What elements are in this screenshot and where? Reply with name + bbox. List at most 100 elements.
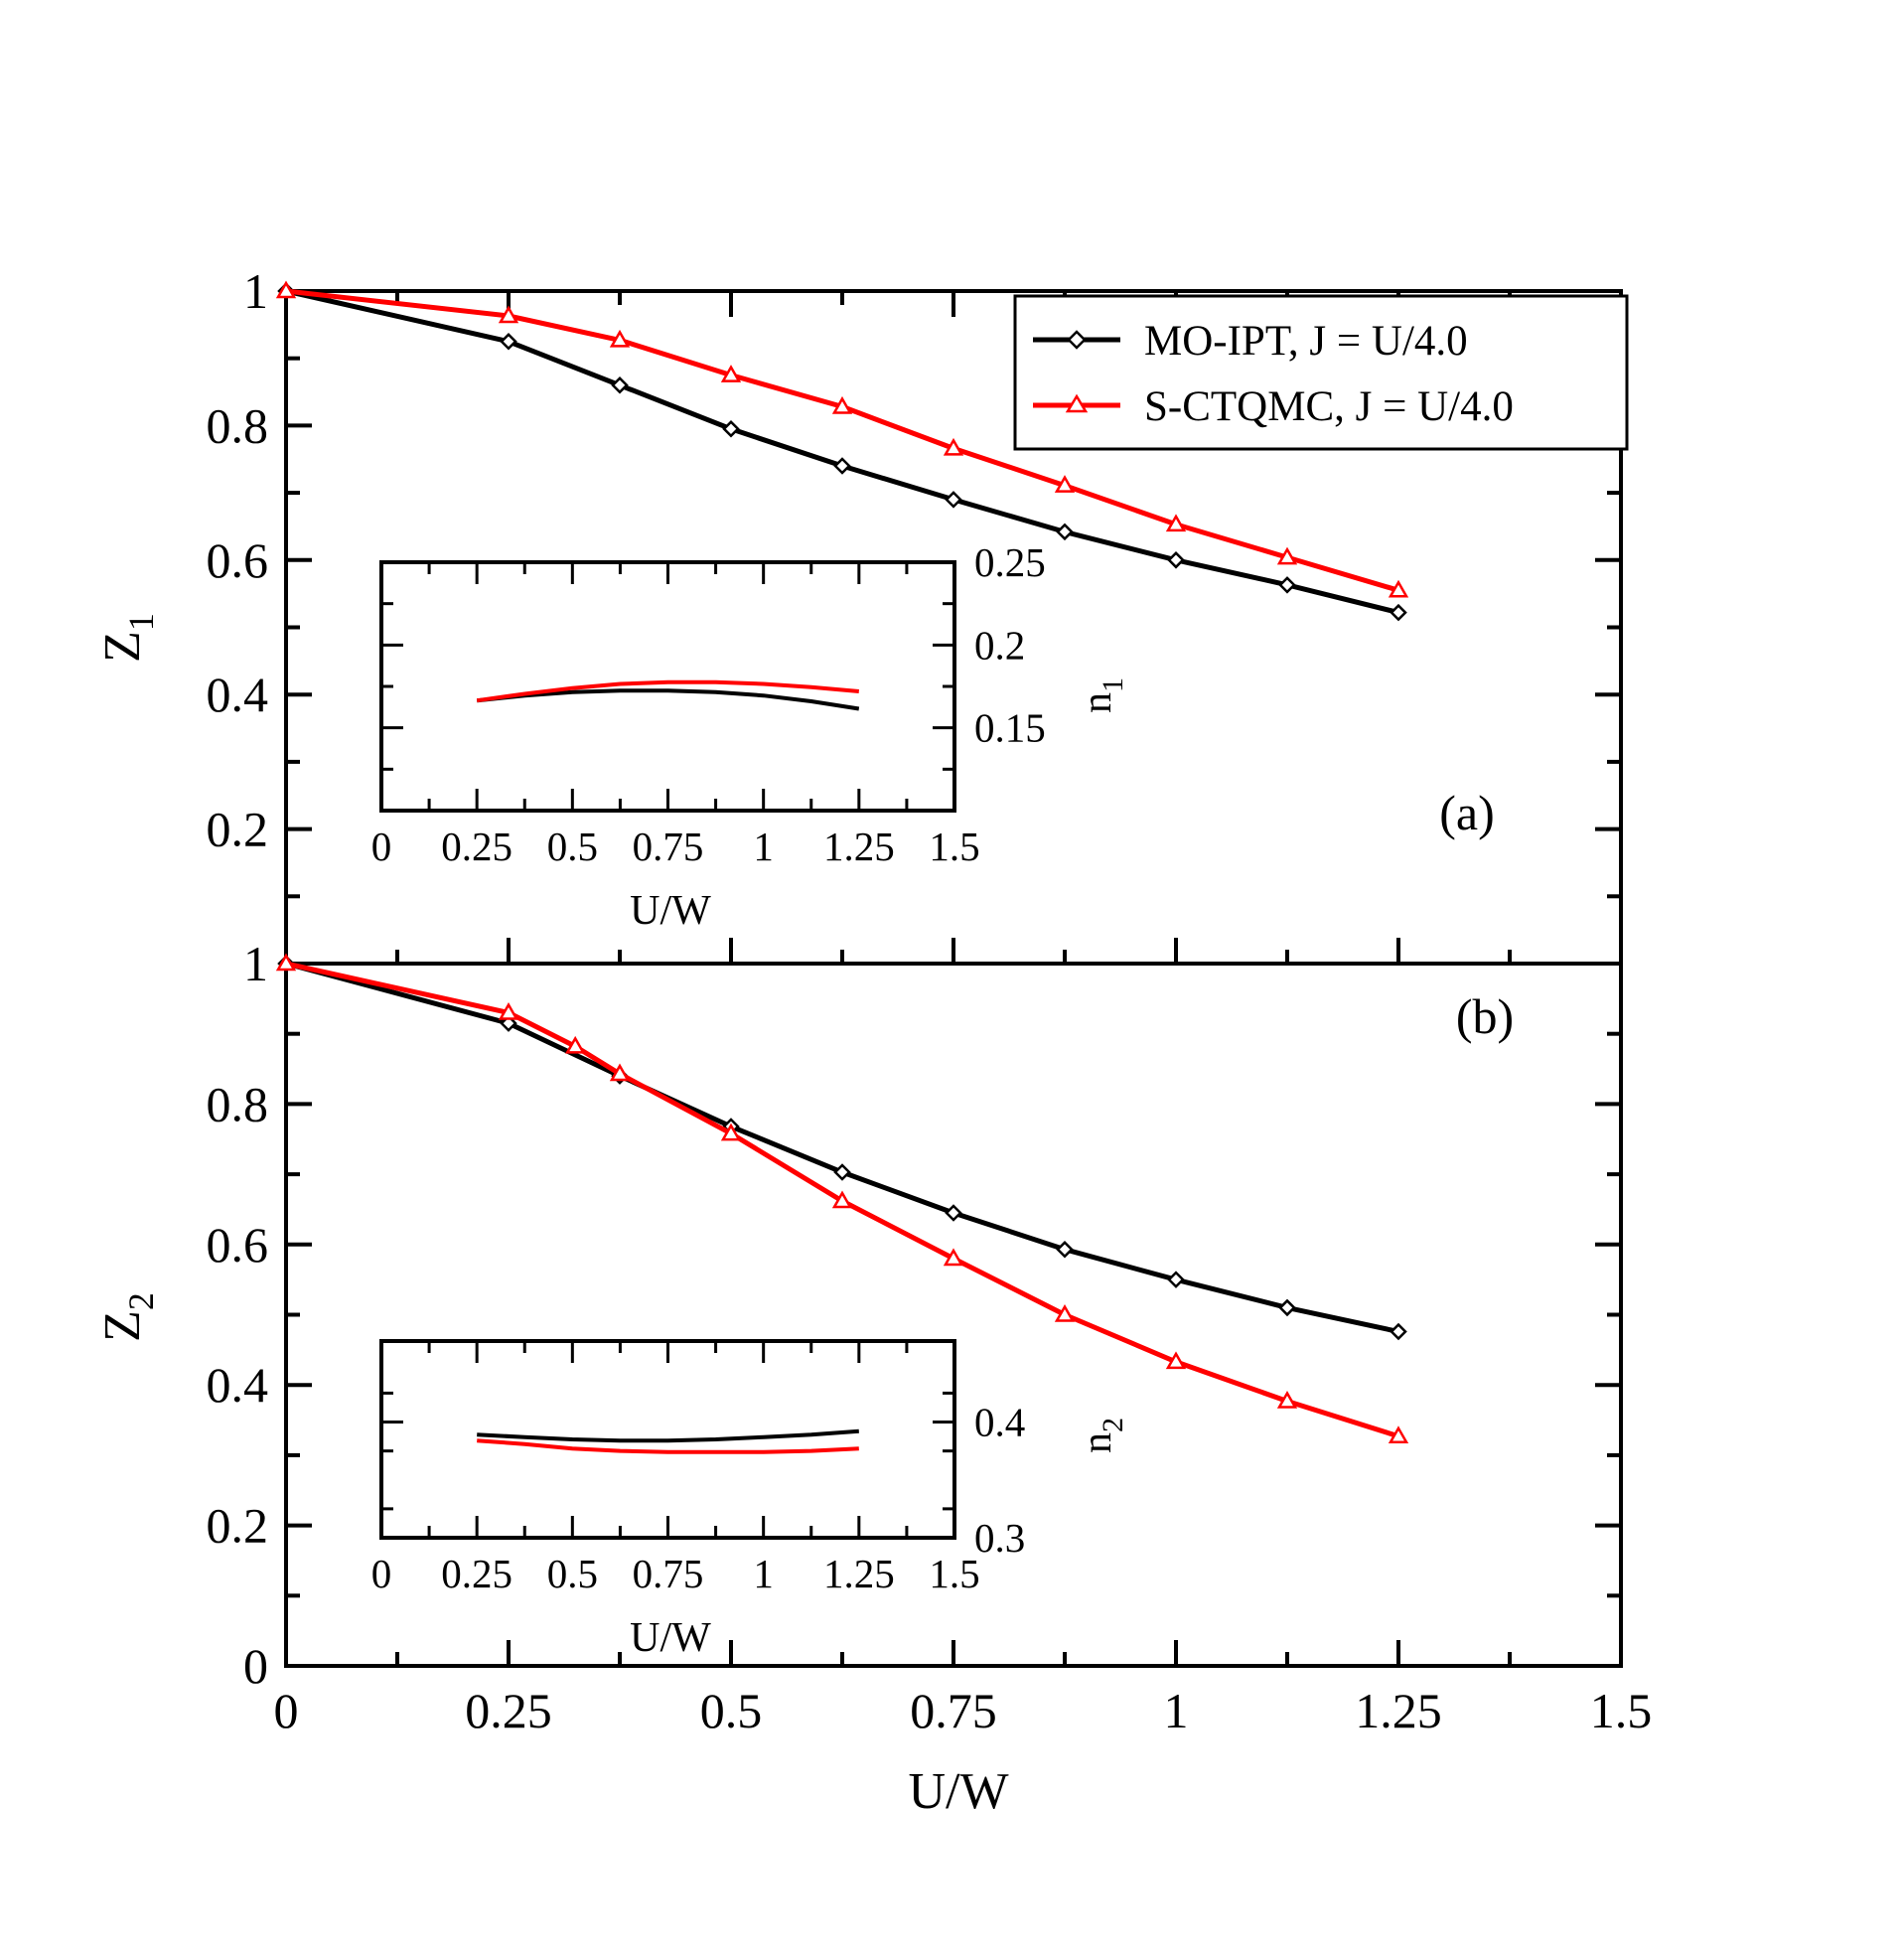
panel-a-inset-x-axis-label: U/W <box>630 888 711 934</box>
panel-b-data-point-1 <box>275 953 297 972</box>
panel-a-inset-y-tick-label: 0.2 <box>974 622 1025 668</box>
panel-a-inset-y-tick-label: 0.25 <box>974 539 1046 585</box>
panel-a-data-point-0 <box>1390 603 1407 622</box>
panel-a-inset-x-tick-label: 1.5 <box>929 824 979 869</box>
panel-b-series <box>275 953 1409 1444</box>
panel-b: 0 0.25 0.5 0.75 1 1.25 1.5 0 0.2 0.4 0.6 0.8 1 (b) Z… <box>94 936 1652 1820</box>
legend: MO-IPT, J = U/4.0 S-CTQMC, J = U/4.0 <box>1013 294 1629 451</box>
panel-a-data-point-0 <box>1056 523 1074 541</box>
panel-b-data-point-1 <box>1276 1390 1298 1409</box>
panel-a-series <box>275 280 1409 622</box>
legend-marker-s-ctqmc <box>1065 393 1089 413</box>
panel-b-data-point-0 <box>833 1163 851 1181</box>
legend-label-mo-ipt: MO-IPT, J = U/4.0 <box>1144 318 1468 365</box>
panel-b-x-tick-label: 0.25 <box>465 1683 552 1738</box>
panel-a-data-point-0 <box>722 420 740 438</box>
panel-b-x-tick-label: 0.75 <box>910 1683 997 1738</box>
panel-b-inset-y-tick-label: 0.3 <box>974 1515 1025 1561</box>
panel-b-inset-y-axis-label: n2 <box>1075 1418 1129 1453</box>
panel-a-y-tick-label: 0.4 <box>207 667 269 722</box>
panel-b-x-tick-label: 0.5 <box>700 1683 763 1738</box>
panel-b-data-point-1 <box>1165 1351 1187 1370</box>
panel-b-data-point-0 <box>1056 1240 1074 1259</box>
panel-b-series-line-0 <box>285 961 1399 1334</box>
panel-a-inset-x-tick-label: 0.75 <box>633 824 704 869</box>
panel-b-axes: 0 0.25 0.5 0.75 1 1.25 1.5 0 0.2 0.4 0.6 0.8 1 <box>207 936 1653 1738</box>
panel-a-y-tick-label: 0.8 <box>207 397 269 453</box>
panel-b-y-tick-label: 0.6 <box>207 1217 269 1273</box>
panel-b-x-axis-label: U/W <box>908 1763 1008 1820</box>
panel-a-data-point-1 <box>943 437 964 456</box>
panel-a: 0.20.40.60.81 (a) Z1 MO-IPT, J = U/4.0 S… <box>94 263 1629 966</box>
panel-b-data-point-0 <box>1278 1298 1296 1317</box>
panel-a-data-point-0 <box>833 457 851 475</box>
panel-b-data-point-1 <box>831 1190 853 1209</box>
panel-a-inset-series <box>476 679 860 711</box>
panel-a-data-point-1 <box>609 329 631 348</box>
panel-a-data-point-1 <box>1054 475 1076 493</box>
panel-a-data-point-0 <box>611 376 629 394</box>
panel-b-inset-y-axis-symbol: n <box>1075 1432 1120 1453</box>
panel-b-inset-series-line-1 <box>477 1438 859 1454</box>
panel-a-data-point-1 <box>1276 546 1298 565</box>
panel-a-data-point-1 <box>831 395 853 414</box>
panel-b-inset-x-tick-label: 0.5 <box>547 1551 598 1596</box>
panel-b-data-point-1 <box>1054 1303 1076 1322</box>
panel-b-data-point-0 <box>500 1014 517 1032</box>
panel-b-inset-x-tick-label: 0 <box>371 1551 392 1596</box>
panel-b-data-point-1 <box>565 1035 586 1054</box>
panel-b-inset-x-tick-label: 0.75 <box>633 1551 704 1596</box>
panel-a-y-tick-label: 0.6 <box>207 532 269 588</box>
legend-marker-mo-ipt <box>1067 330 1087 350</box>
panel-b-inset-y-tick-label: 0.4 <box>974 1400 1025 1445</box>
panel-b-inset-axes: 0 0.25 0.5 0.75 1 1.25 1.50.3 0.4 <box>371 1339 1025 1596</box>
panel-b-inset-x-tick-label: 1.5 <box>929 1551 979 1596</box>
panel-a-inset: 0 0.25 0.5 0.75 1 1.25 1.50.150.20.25 U/W n1 <box>371 539 1129 934</box>
panel-b-y-tick-label: 0.2 <box>207 1498 269 1554</box>
panel-a-y-axis-subscript: 1 <box>121 613 161 631</box>
legend-box <box>1013 294 1629 451</box>
panel-a-series-line-0 <box>285 288 1399 616</box>
panel-b-inset-x-tick-label: 0.25 <box>441 1551 513 1596</box>
panel-a-data-point-0 <box>500 333 517 351</box>
panel-b-y-axis-subscript: 2 <box>121 1292 161 1310</box>
panel-a-data-point-1 <box>498 305 519 324</box>
panel-a-y-tick-label: 1 <box>243 263 268 319</box>
panel-a-annotation: (a) <box>1439 785 1495 840</box>
panel-a-inset-y-tick-label: 0.15 <box>974 705 1046 751</box>
panel-b-inset-x-axis-label: U/W <box>630 1615 711 1661</box>
panel-b-data-point-1 <box>943 1248 964 1267</box>
panel-b-inset-y-axis-subscript: 2 <box>1097 1418 1129 1432</box>
panel-b-data-point-1 <box>720 1123 742 1141</box>
panel-a-inset-y-axis-symbol: n <box>1075 692 1120 713</box>
panel-a-data-point-1 <box>1388 579 1409 598</box>
panel-b-x-tick-label: 1.5 <box>1590 1683 1653 1738</box>
panel-b-y-axis-symbol: Z <box>94 1310 151 1342</box>
panel-b-annotation: (b) <box>1456 988 1514 1044</box>
panel-b-data-point-0 <box>1390 1322 1407 1341</box>
panel-a-series-line-1 <box>285 288 1399 593</box>
panel-b-inset: 0 0.25 0.5 0.75 1 1.25 1.50.3 0.4 U/W n2 <box>371 1339 1129 1661</box>
panel-a-inset-y-axis-subscript: 1 <box>1097 677 1129 692</box>
panel-b-inset-series <box>477 1428 859 1454</box>
panel-b-data-point-1 <box>1388 1425 1409 1444</box>
panel-b-x-tick-label: 0 <box>274 1683 299 1738</box>
panel-a-inset-axes: 0 0.25 0.5 0.75 1 1.25 1.5 0.15 0.2 0.25 <box>371 539 1046 869</box>
panel-b-y-tick-label: 0.4 <box>207 1357 269 1413</box>
panel-a-inset-x-tick-label: 0.25 <box>441 824 513 869</box>
panel-b-x-tick-label: 1 <box>1164 1683 1189 1738</box>
panel-a-y-axis-symbol: Z <box>94 631 151 663</box>
panel-a-data-point-0 <box>1278 576 1296 594</box>
panel-a-inset-series-line-1 <box>476 679 859 703</box>
panel-a-inset-x-tick-label: 1.25 <box>823 824 895 869</box>
panel-b-x-tick-label: 1.25 <box>1355 1683 1442 1738</box>
panel-a-inset-x-tick-label: 0.5 <box>547 824 598 869</box>
panel-b-inset-series-line-0 <box>477 1428 859 1443</box>
legend-label-s-ctqmc: S-CTQMC, J = U/4.0 <box>1144 383 1514 430</box>
panel-b-y-tick-label: 0 <box>243 1638 268 1694</box>
panel-a-data-point-0 <box>945 491 962 509</box>
panel-b-y-tick-label: 0.8 <box>207 1076 269 1131</box>
panel-b-y-axis-label: Z2 <box>94 1292 161 1342</box>
panel-a-data-point-1 <box>1165 514 1187 532</box>
